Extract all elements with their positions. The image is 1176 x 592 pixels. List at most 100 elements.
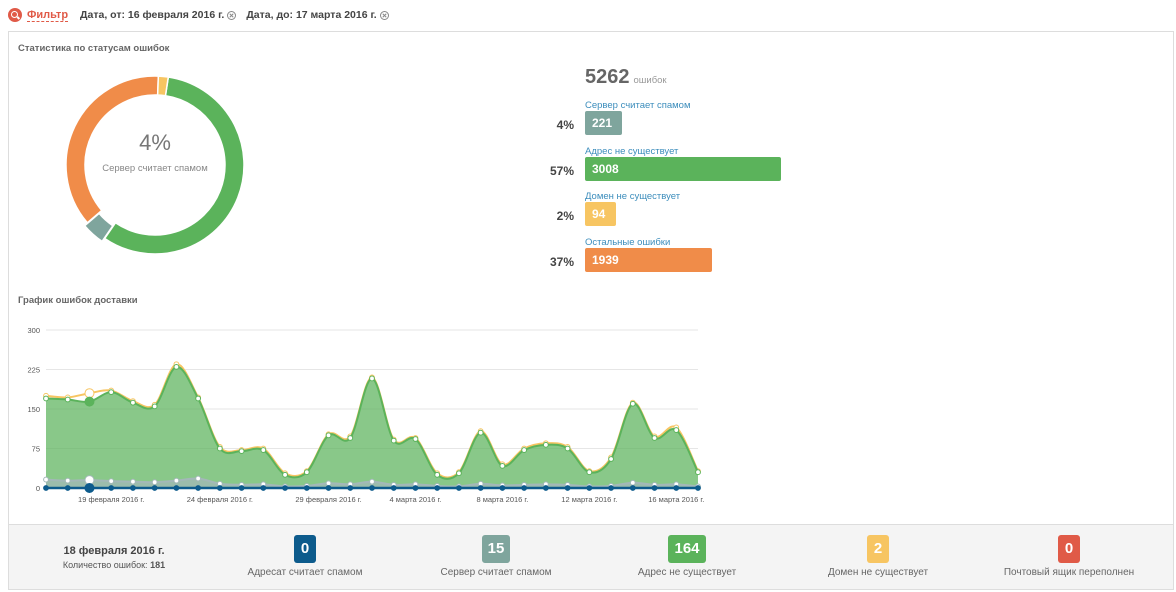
status-badge: 15: [481, 535, 511, 563]
y-tick-label: 75: [32, 445, 40, 454]
data-point: [282, 485, 288, 491]
filter-chip-label: Дата, до: 17 марта 2016 г.: [246, 9, 377, 21]
data-point: [369, 478, 375, 485]
data-point: [238, 448, 245, 455]
x-tick-label: 12 марта 2016 г.: [561, 495, 617, 504]
stat-row-domain-not-exist: Домен не существует 2% 94: [540, 191, 840, 231]
data-point: [173, 477, 180, 484]
data-point: [151, 479, 158, 486]
y-tick-label: 150: [27, 405, 40, 414]
data-point: [173, 363, 180, 370]
stat-percent: 2%: [556, 209, 574, 223]
data-point: [586, 485, 593, 491]
stat-label[interactable]: Сервер считает спамом: [585, 100, 691, 111]
stat-percent: 4%: [556, 118, 574, 132]
x-tick-label: 8 марта 2016 г.: [476, 495, 528, 504]
data-point: [347, 435, 354, 441]
stat-label[interactable]: Домен не существует: [585, 191, 681, 202]
data-point: [64, 477, 71, 484]
data-point: [151, 403, 158, 410]
data-point: [695, 485, 701, 491]
data-point: [64, 485, 71, 491]
data-point: [84, 483, 95, 493]
data-point: [456, 470, 462, 477]
badge-recipient-spam: 0 Адресат считает спамом: [220, 535, 390, 578]
data-point: [216, 485, 223, 491]
stat-label[interactable]: Остальные ошибки: [585, 237, 671, 248]
error-count-value: 181: [150, 560, 166, 570]
badge-label: Адрес не существует: [637, 567, 737, 578]
stat-bar: 1939: [585, 248, 712, 272]
data-point: [521, 485, 528, 491]
data-point: [325, 480, 332, 487]
filter-bar: Фильтр Дата, от: 16 февраля 2016 г. Дата…: [8, 6, 399, 24]
data-point: [521, 447, 528, 453]
data-point: [325, 432, 332, 439]
donut-slice-address-not-exist[interactable]: [103, 76, 245, 255]
data-point: [629, 485, 636, 491]
filter-link[interactable]: Фильтр: [27, 8, 69, 22]
data-point: [629, 400, 636, 407]
badge-label: Домен не существует: [827, 567, 929, 578]
filter-chip-date-to: Дата, до: 17 марта 2016 г.: [246, 9, 389, 21]
data-point: [195, 485, 202, 491]
stat-bar: 3008: [585, 157, 781, 181]
data-point: [608, 485, 614, 491]
close-icon[interactable]: [379, 10, 389, 20]
data-point: [390, 485, 397, 491]
x-tick-label: 16 марта 2016 г.: [648, 495, 704, 504]
status-badge: 164: [668, 535, 706, 563]
badge-server-spam: 15 Сервер считает спамом: [411, 535, 581, 578]
data-point: [108, 389, 115, 396]
data-point: [673, 427, 680, 433]
data-point: [542, 441, 549, 448]
badge-mailbox-full: 0 Почтовый ящик переполнен: [984, 535, 1154, 578]
x-tick-label: 24 февраля 2016 г.: [187, 495, 253, 504]
data-point: [130, 485, 136, 491]
total-errors: 5262 ошибок: [585, 66, 667, 89]
search-icon[interactable]: [8, 8, 22, 22]
donut-slice-domain-not-exist[interactable]: [156, 75, 170, 97]
filter-chip-label: Дата, от: 16 февраля 2016 г.: [80, 9, 225, 21]
data-point: [64, 396, 71, 403]
stat-row-other-errors: Остальные ошибки 37% 1939: [540, 237, 840, 277]
data-point: [651, 485, 658, 491]
data-point: [434, 471, 441, 478]
data-point: [564, 485, 571, 491]
stat-bar: 94: [585, 202, 616, 226]
selected-day-summary: 18 февраля 2016 г. Количество ошибок: 18…: [8, 524, 1174, 590]
data-point: [195, 475, 202, 482]
data-point: [673, 485, 680, 491]
stat-label[interactable]: Адрес не существует: [585, 146, 679, 157]
data-point: [499, 462, 506, 469]
series-address-not-exist-area: [46, 366, 698, 488]
close-icon[interactable]: [227, 10, 237, 20]
data-point: [564, 445, 571, 452]
data-point: [629, 479, 636, 486]
delivery-chart-title: График ошибок доставки: [18, 295, 138, 306]
total-errors-unit: ошибок: [633, 75, 667, 86]
data-point: [303, 485, 310, 491]
data-point: [303, 469, 310, 476]
x-tick-label: 19 февраля 2016 г.: [78, 495, 144, 504]
y-tick-label: 225: [27, 366, 40, 375]
data-point: [43, 476, 49, 483]
stat-percent: 57%: [549, 164, 574, 178]
selected-date-block: 18 февраля 2016 г. Количество ошибок: 18…: [29, 545, 199, 570]
data-point: [608, 456, 614, 462]
donut-center-label: Сервер считает спамом: [102, 163, 208, 174]
stat-percent: 37%: [549, 255, 574, 269]
data-point: [84, 388, 95, 399]
total-errors-value: 5262: [585, 66, 630, 88]
data-point: [282, 471, 288, 478]
data-point: [195, 395, 202, 402]
data-point: [695, 469, 701, 476]
data-point: [651, 435, 658, 441]
data-point: [151, 485, 158, 491]
stat-bar: 221: [585, 111, 622, 135]
data-point: [84, 396, 95, 407]
data-point: [325, 485, 332, 491]
data-point: [216, 445, 223, 452]
selected-date: 18 февраля 2016 г.: [63, 545, 165, 557]
y-tick-label: 300: [27, 326, 40, 335]
